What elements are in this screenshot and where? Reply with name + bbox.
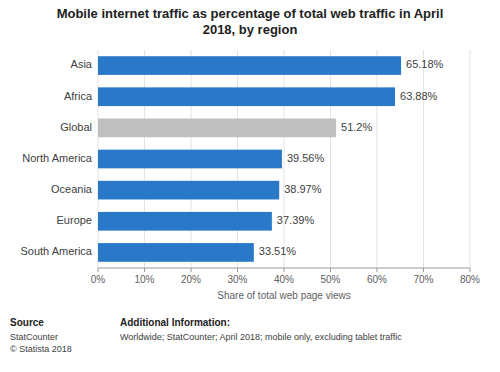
grid-line — [423, 50, 424, 268]
data-label: 51.2% — [341, 121, 372, 133]
x-axis-label: Share of total web page views — [217, 290, 350, 301]
tick-mark — [144, 268, 145, 272]
tick-mark — [284, 268, 285, 272]
category-label: Europe — [57, 214, 92, 226]
tick-mark — [470, 268, 471, 272]
chart-container: Mobile internet traffic as percentage of… — [0, 0, 500, 372]
footer-text: StatCounter© Statista 2018 — [10, 332, 72, 354]
bar — [98, 243, 254, 262]
tick-mark — [377, 268, 378, 272]
chart: Mobile internet traffic as percentage of… — [0, 0, 500, 372]
x-axis-line — [98, 268, 470, 269]
grid-line — [470, 50, 471, 268]
data-label: 33.51% — [259, 245, 297, 257]
bar — [98, 150, 282, 169]
bar — [98, 56, 401, 75]
tick-label: 50% — [320, 274, 340, 285]
data-label: 39.56% — [287, 152, 325, 164]
title: Mobile internet traffic as percentage of… — [57, 6, 444, 37]
tick-mark — [330, 268, 331, 272]
tick-label: 20% — [181, 274, 201, 285]
tick-mark — [237, 268, 238, 272]
tick-label: 80% — [460, 274, 480, 285]
tick-label: 60% — [367, 274, 387, 285]
footer-heading: Additional Information: — [120, 317, 230, 328]
footer-heading: Source — [10, 317, 44, 328]
grid-line — [330, 50, 331, 268]
bar — [98, 181, 279, 200]
category-label: Africa — [64, 90, 93, 102]
grid-line — [377, 50, 378, 268]
tick-label: 40% — [274, 274, 294, 285]
tick-label: 30% — [227, 274, 247, 285]
bar — [98, 212, 272, 231]
tick-label: 70% — [413, 274, 433, 285]
data-label: 38.97% — [284, 183, 322, 195]
data-label: 37.39% — [277, 214, 315, 226]
category-label: Global — [60, 121, 92, 133]
category-label: North America — [22, 152, 93, 164]
tick-mark — [98, 268, 99, 272]
tick-label: 10% — [134, 274, 154, 285]
bars — [98, 56, 401, 262]
category-label: South America — [20, 245, 92, 257]
category-label: Oceania — [51, 183, 93, 195]
data-label: 63.88% — [400, 90, 438, 102]
tick-mark — [423, 268, 424, 272]
grid-line — [284, 50, 285, 268]
tick-mark — [191, 268, 192, 272]
bar — [98, 87, 395, 106]
footer-text: Worldwide; StatCounter; April 2018; mobi… — [120, 332, 402, 342]
bar — [98, 119, 336, 138]
data-label: 65.18% — [406, 58, 444, 70]
category-label: Asia — [71, 58, 93, 70]
tick-label: 0% — [91, 274, 106, 285]
grid — [98, 50, 470, 268]
